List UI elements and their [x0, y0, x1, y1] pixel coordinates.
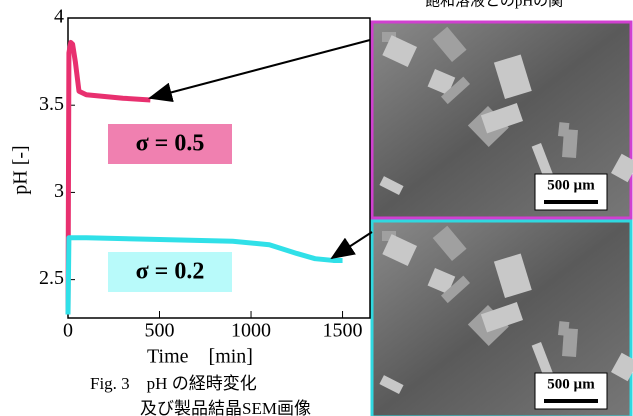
caption: Fig. 3 pH の経時変化	[90, 374, 257, 393]
crystal	[558, 122, 569, 137]
legend-label: σ = 0.2	[136, 259, 205, 285]
x-tick-label: 1000	[231, 320, 271, 342]
arrow	[150, 40, 370, 98]
x-tick-label: 500	[145, 320, 175, 342]
page: 飽和溶液とのpHの関 pH [-] Time [min] Fig. 3 pH の…	[0, 0, 633, 416]
y-tick-label: 2.5	[39, 267, 64, 289]
legend-label: σ = 0.5	[136, 131, 205, 157]
caption: 及び製品結晶SEM画像	[140, 399, 311, 416]
y-tick-label: 4	[54, 6, 64, 28]
x-tick-label: 0	[63, 320, 73, 342]
x-axis-label: Time [min]	[147, 346, 253, 368]
y-axis-label: pH [-]	[10, 145, 32, 194]
scale-label: 500 µm	[547, 376, 595, 392]
chart: 飽和溶液とのpHの関 pH [-] Time [min] Fig. 3 pH の…	[0, 0, 633, 416]
title: 飽和溶液とのpHの関	[425, 0, 563, 9]
scale-label: 500 µm	[547, 177, 595, 193]
y-tick-label: 3	[54, 180, 64, 202]
y-tick-label: 3.5	[39, 93, 64, 115]
crystal	[558, 321, 569, 336]
x-tick-label: 1500	[323, 320, 363, 342]
arrow	[332, 232, 372, 258]
